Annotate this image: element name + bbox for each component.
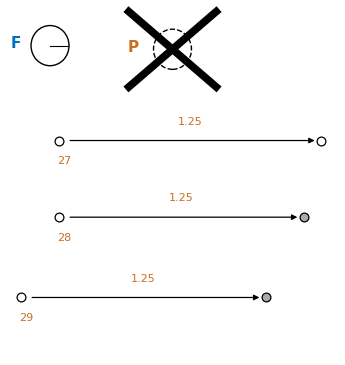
Point	[301, 214, 306, 220]
Text: 1.25: 1.25	[131, 274, 156, 284]
Point	[56, 138, 61, 143]
Point	[18, 295, 23, 300]
Text: 28: 28	[57, 233, 71, 242]
Text: P: P	[127, 40, 138, 55]
Point	[318, 138, 324, 143]
Text: 29: 29	[19, 313, 33, 323]
Point	[56, 214, 61, 220]
Point	[263, 295, 268, 300]
Text: 1.25: 1.25	[169, 193, 194, 203]
Text: 1.25: 1.25	[177, 117, 202, 127]
Text: F: F	[10, 36, 21, 51]
Text: 27: 27	[57, 156, 71, 166]
